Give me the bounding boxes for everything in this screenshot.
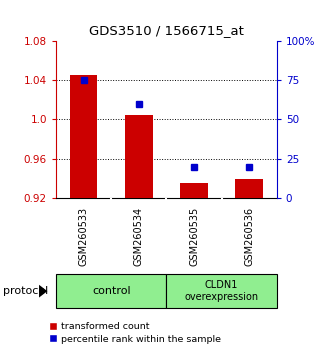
- Text: GSM260535: GSM260535: [189, 207, 199, 266]
- Text: GSM260534: GSM260534: [134, 207, 144, 266]
- Bar: [125, 115, 153, 198]
- Text: control: control: [92, 286, 131, 296]
- Text: protocol: protocol: [3, 286, 48, 296]
- Text: GSM260536: GSM260536: [244, 207, 254, 266]
- Polygon shape: [39, 285, 47, 297]
- Bar: [56, 274, 166, 308]
- Bar: [236, 178, 263, 198]
- Bar: [166, 274, 277, 308]
- Bar: [70, 75, 97, 198]
- Bar: [180, 183, 208, 198]
- Legend: transformed count, percentile rank within the sample: transformed count, percentile rank withi…: [45, 318, 225, 348]
- Text: CLDN1
overexpression: CLDN1 overexpression: [185, 280, 259, 302]
- Text: GDS3510 / 1566715_at: GDS3510 / 1566715_at: [89, 24, 244, 37]
- Text: GSM260533: GSM260533: [79, 207, 89, 266]
